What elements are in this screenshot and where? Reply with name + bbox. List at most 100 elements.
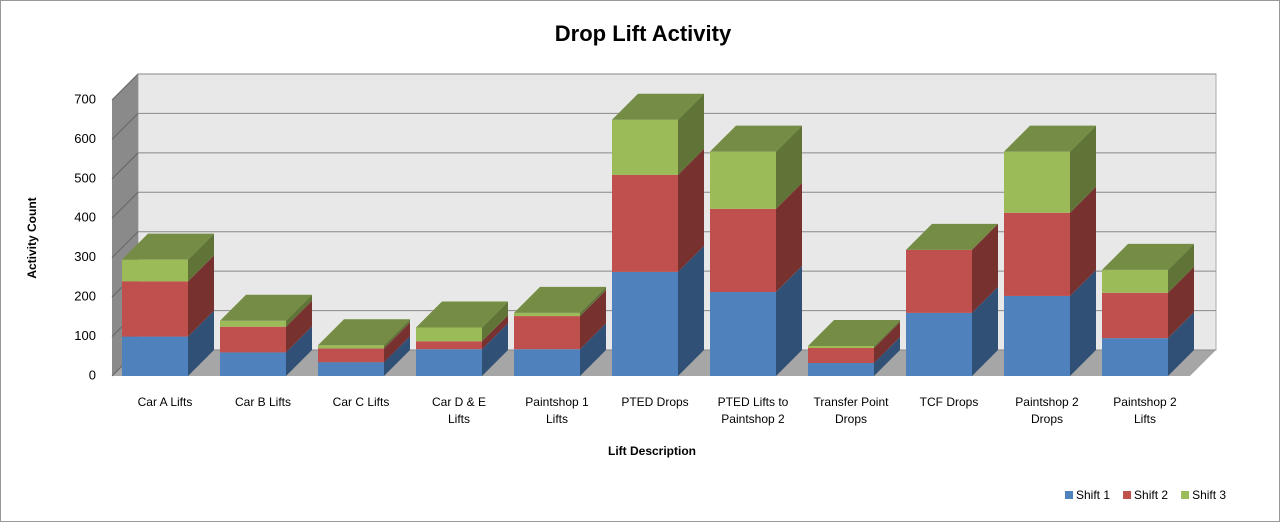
bar [122,259,188,282]
bar [710,151,776,209]
bar-side [188,255,214,337]
bar [906,312,972,376]
y-tick-label: 0 [89,367,96,382]
bar-side [580,323,606,376]
y-tick-label: 300 [74,249,96,264]
bar-side [482,323,508,376]
x-tick-label: TCF Drops [919,395,979,409]
bar-side [874,322,900,363]
bar-top [220,294,312,321]
bar [1102,338,1168,376]
x-tick-label: Car D & E Lifts [431,395,486,426]
x-tick-label: Car C Lifts [332,395,390,409]
x-tick-label: Paintshop 1 Lifts [525,395,589,426]
bar [318,362,384,376]
bar [416,327,482,342]
bar [612,271,678,376]
y-tick-label: 100 [74,328,96,343]
bar-side [188,233,214,282]
bar [710,208,776,293]
bar [808,362,874,376]
bar [416,341,482,350]
bar [220,352,286,376]
y-tick-label: 500 [74,170,96,185]
bar-top [514,286,606,313]
x-tick-label: PTED Lifts to Paintshop 2 [717,395,789,426]
bar [514,312,580,317]
bar-side [1070,186,1096,296]
bar-side [1168,243,1194,293]
y-tick-label: 700 [74,91,96,106]
grid-line-side [111,191,139,219]
y-tick-label: 400 [74,210,96,225]
bar-top [710,125,802,152]
bar [514,316,580,350]
bar [416,349,482,376]
chart-title: Drop Lift Activity [555,21,732,46]
legend-swatch [1123,491,1132,499]
bar [122,281,188,337]
bar-side [972,223,998,313]
bar-side [776,125,802,209]
bar-side [482,315,508,350]
bar-side [874,336,900,376]
x-tick-label: Car B Lifts [234,395,291,409]
bar-side [188,310,214,376]
bar [1102,292,1168,339]
x-tick-label: Transfer Point Drops [813,395,889,426]
bar [1004,151,1070,213]
bar-top [612,93,704,120]
bar [514,349,580,376]
grid-line-side [111,152,139,180]
bar [710,292,776,376]
bar-side [384,322,410,363]
bar-side [580,286,606,317]
bar-side [286,294,312,327]
x-tick-label: Car A Lifts [137,395,193,409]
bar-side [776,266,802,376]
bar-side [1070,269,1096,376]
bar-top [416,301,508,328]
grid-line-side [111,73,139,101]
bar-side [286,326,312,376]
bar-side [678,245,704,376]
bar-top [1102,243,1194,270]
x-axis-label: Lift Description [608,444,696,458]
x-tick-label: Paintshop 2 Lifts [1113,395,1177,426]
legend-label: Shift 3 [1192,488,1226,502]
bar-side [1070,125,1096,213]
y-tick-label: 600 [74,131,96,146]
legend-label: Shift 2 [1134,488,1168,502]
grid-line-side [111,231,139,259]
bar-side [1168,266,1194,339]
bar-side [972,286,998,376]
x-tick-label: PTED Drops [621,395,689,409]
y-axis-label: Activity Count [25,197,39,278]
bar-side [286,300,312,353]
bar-top [122,233,214,260]
legend-swatch [1181,491,1190,499]
grid-line-side [111,113,139,140]
bar-side [580,290,606,350]
bar [1004,212,1070,296]
bar-side [678,148,704,272]
bar [122,336,188,376]
bar [612,119,678,175]
bar-side [678,93,704,175]
bar [220,320,286,327]
bar [1102,269,1168,293]
bar-top [318,319,410,346]
bar-side [1168,312,1194,376]
bar [906,249,972,313]
bar-side [384,319,410,349]
y-tick-label: 200 [74,289,96,304]
bar [1004,295,1070,376]
legend-label: Shift 1 [1076,488,1110,502]
bar-side [874,320,900,349]
bar-side [776,182,802,293]
bar-top [1004,125,1096,152]
bar [808,348,874,363]
bar [220,326,286,353]
